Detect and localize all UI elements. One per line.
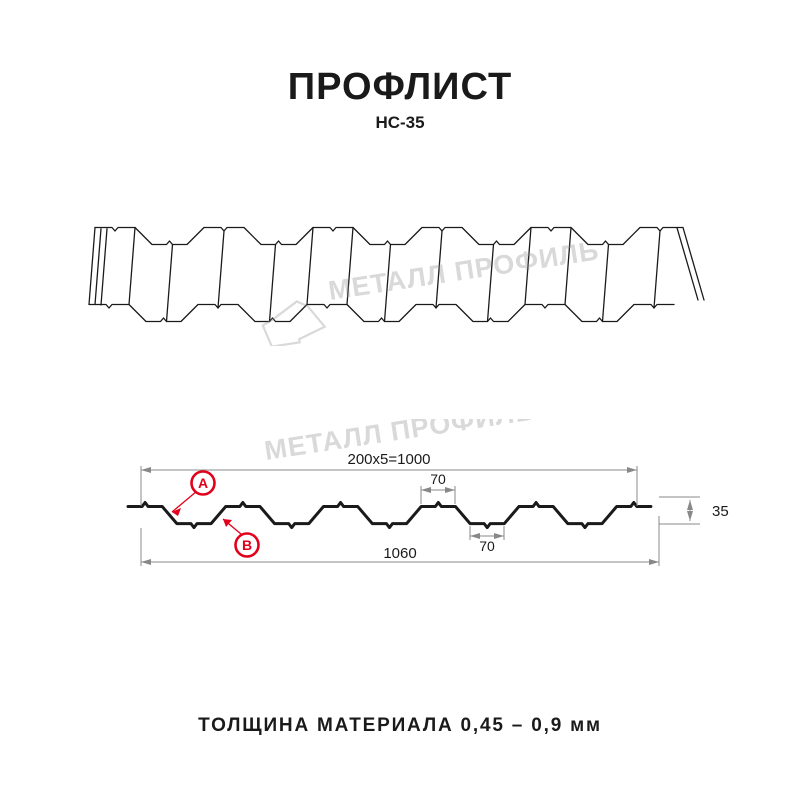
svg-text:70: 70	[430, 471, 446, 487]
svg-text:35: 35	[712, 503, 729, 520]
svg-text:B: B	[242, 537, 252, 553]
svg-text:200x5=1000: 200x5=1000	[348, 451, 431, 468]
svg-text:A: A	[198, 475, 208, 491]
svg-text:70: 70	[479, 538, 495, 554]
svg-text:1060: 1060	[383, 545, 416, 562]
